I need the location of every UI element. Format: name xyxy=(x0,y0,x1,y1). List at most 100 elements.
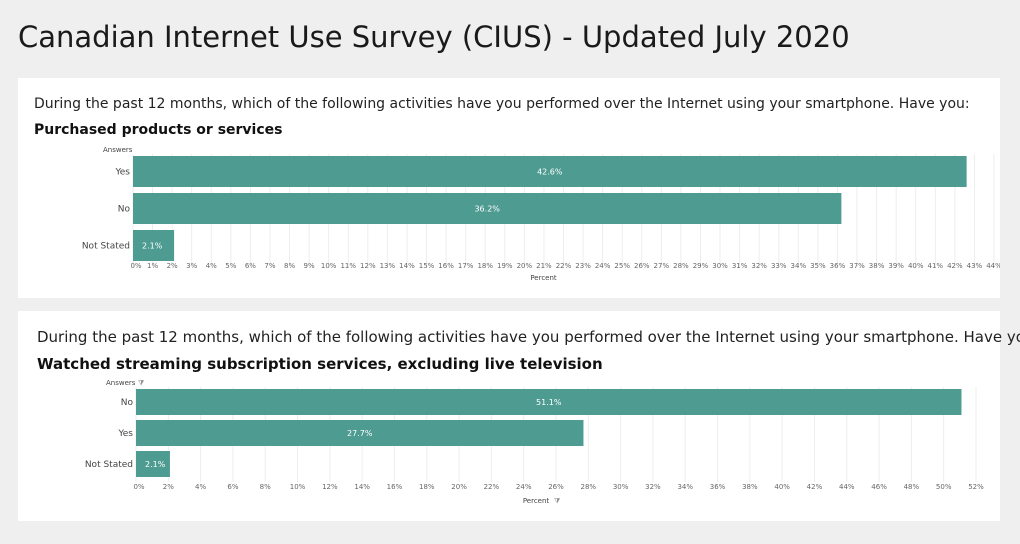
x-tick-label: 24% xyxy=(595,262,611,270)
page-title: Canadian Internet Use Survey (CIUS) - Up… xyxy=(18,20,850,54)
bar[interactable] xyxy=(133,156,967,187)
x-tick-label: 36% xyxy=(830,262,846,270)
x-tick-label: 19% xyxy=(497,262,513,270)
x-tick-label: 13% xyxy=(380,262,396,270)
x-tick-label: 11% xyxy=(340,262,356,270)
x-tick-label: 12% xyxy=(322,483,338,491)
x-tick-label: 52% xyxy=(968,483,984,491)
x-tick-label: 20% xyxy=(451,483,467,491)
category-label: Not Stated xyxy=(85,460,133,470)
x-tick-label: 30% xyxy=(613,483,629,491)
x-tick-label: 48% xyxy=(904,483,920,491)
x-tick-label: 28% xyxy=(673,262,689,270)
y-axis-title: Answers xyxy=(103,146,133,154)
category-label: Not Stated xyxy=(82,242,130,252)
x-tick-label: 30% xyxy=(712,262,728,270)
x-axis-title: Percent xyxy=(530,274,557,282)
x-tick-label: 12% xyxy=(360,262,376,270)
question-text: During the past 12 months, which of the … xyxy=(37,328,1020,346)
x-tick-label: 8% xyxy=(260,483,271,491)
funnel-icon[interactable]: ⧩ xyxy=(138,379,144,387)
category-label: Yes xyxy=(114,168,130,178)
x-tick-label: 6% xyxy=(227,483,238,491)
chart-card-purchased: During the past 12 months, which of the … xyxy=(18,78,1000,298)
x-tick-label: 42% xyxy=(807,483,823,491)
x-tick-label: 4% xyxy=(195,483,206,491)
category-label: No xyxy=(121,398,134,408)
bar[interactable] xyxy=(136,451,170,477)
x-tick-label: 6% xyxy=(245,262,256,270)
x-tick-label: 38% xyxy=(742,483,758,491)
x-axis-title: Percent xyxy=(523,497,550,505)
x-tick-label: 36% xyxy=(710,483,726,491)
x-tick-label: 17% xyxy=(458,262,474,270)
x-tick-label: 34% xyxy=(677,483,693,491)
x-tick-label: 41% xyxy=(928,262,944,270)
chart-title: Watched streaming subscription services,… xyxy=(37,355,603,373)
x-tick-label: 32% xyxy=(751,262,767,270)
x-tick-label: 16% xyxy=(387,483,403,491)
x-tick-label: 14% xyxy=(354,483,370,491)
x-tick-label: 9% xyxy=(304,262,315,270)
category-label: Yes xyxy=(117,429,133,439)
x-tick-label: 44% xyxy=(986,262,1000,270)
x-tick-label: 0% xyxy=(130,262,141,270)
x-tick-label: 2% xyxy=(163,483,174,491)
x-tick-label: 35% xyxy=(810,262,826,270)
question-text: During the past 12 months, which of the … xyxy=(34,96,970,112)
x-tick-label: 40% xyxy=(774,483,790,491)
x-tick-label: 31% xyxy=(732,262,748,270)
category-label: No xyxy=(118,205,131,215)
bar-chart-purchased: Answers Yes 42.6% No 36.2% Not Stated 2.1% 0% 1%… xyxy=(82,146,1000,282)
x-tick-label: 25% xyxy=(614,262,630,270)
x-tick-label: 18% xyxy=(419,483,435,491)
x-tick-label: 38% xyxy=(869,262,885,270)
x-tick-label: 42% xyxy=(947,262,963,270)
x-tick-label: 10% xyxy=(321,262,337,270)
chart-card-streaming: During the past 12 months, which of the … xyxy=(18,311,1020,521)
x-tick-label: 22% xyxy=(556,262,572,270)
x-tick-label: 14% xyxy=(399,262,415,270)
x-tick-label: 33% xyxy=(771,262,787,270)
chart-title: Purchased products or services xyxy=(34,122,283,138)
bar[interactable] xyxy=(133,193,842,224)
x-tick-label: 2% xyxy=(167,262,178,270)
x-tick-label: 28% xyxy=(581,483,597,491)
x-tick-label: 46% xyxy=(871,483,887,491)
data-label: 2.1% xyxy=(145,460,166,469)
x-tick-label: 7% xyxy=(264,262,275,270)
x-tick-label: 23% xyxy=(575,262,591,270)
x-tick-label: 22% xyxy=(484,483,500,491)
bar[interactable] xyxy=(133,230,175,261)
x-tick-label: 3% xyxy=(186,262,197,270)
x-tick-label: 27% xyxy=(654,262,670,270)
x-tick-label: 5% xyxy=(225,262,236,270)
y-axis-title: Answers xyxy=(106,379,136,387)
x-tick-label: 10% xyxy=(290,483,306,491)
x-tick-label: 8% xyxy=(284,262,295,270)
x-tick-label: 50% xyxy=(936,483,952,491)
x-tick-label: 37% xyxy=(849,262,865,270)
x-tick-label: 4% xyxy=(206,262,217,270)
x-tick-label: 44% xyxy=(839,483,855,491)
x-tick-label: 34% xyxy=(791,262,807,270)
x-tick-label: 21% xyxy=(536,262,552,270)
bar[interactable] xyxy=(136,420,584,446)
x-tick-label: 39% xyxy=(888,262,904,270)
x-tick-label: 43% xyxy=(967,262,983,270)
x-tick-label: 40% xyxy=(908,262,924,270)
x-tick-label: 26% xyxy=(634,262,650,270)
x-tick-label: 18% xyxy=(477,262,493,270)
x-tick-label: 20% xyxy=(517,262,533,270)
x-tick-label: 29% xyxy=(693,262,709,270)
x-tick-label: 0% xyxy=(133,483,144,491)
x-tick-label: 24% xyxy=(516,483,532,491)
funnel-icon[interactable]: ⧩ xyxy=(554,497,560,505)
data-label: 51.1% xyxy=(536,398,562,407)
data-label: 2.1% xyxy=(142,242,163,251)
data-label: 42.6% xyxy=(537,168,563,177)
x-tick-label: 32% xyxy=(645,483,661,491)
x-tick-label: 16% xyxy=(438,262,454,270)
bar[interactable] xyxy=(136,389,962,415)
x-tick-label: 1% xyxy=(147,262,158,270)
